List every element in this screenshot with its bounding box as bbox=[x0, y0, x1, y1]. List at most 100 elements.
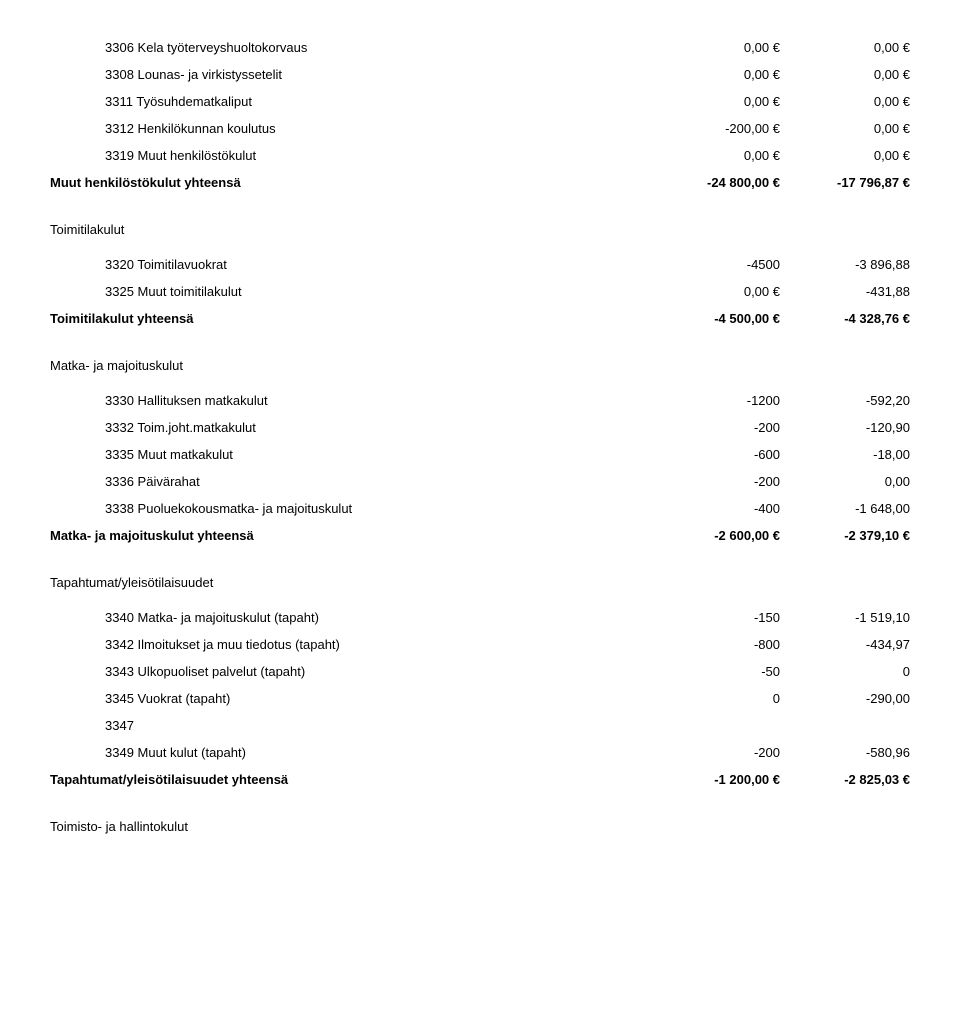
section-title-matka: Matka- ja majoituskulut bbox=[50, 358, 910, 373]
item-text: Työsuhdematkaliput bbox=[136, 94, 252, 109]
item-v2: -120,90 bbox=[780, 420, 910, 435]
item-v1: -800 bbox=[650, 637, 780, 652]
item-v1: 0 bbox=[650, 691, 780, 706]
item-v2: -580,96 bbox=[780, 745, 910, 760]
item-v2: 0,00 € bbox=[780, 148, 910, 163]
item-v1: -150 bbox=[650, 610, 780, 625]
item-code: 3312 bbox=[105, 121, 134, 136]
item-code: 3342 bbox=[105, 637, 134, 652]
total-label: Tapahtumat/yleisötilaisuudet yhteensä bbox=[50, 772, 650, 787]
line-item: 3349 Muut kulut (tapaht) -200 -580,96 bbox=[50, 745, 910, 760]
item-label: 3342 Ilmoitukset ja muu tiedotus (tapaht… bbox=[50, 637, 650, 652]
item-v2: 0 bbox=[780, 664, 910, 679]
item-label: 3320 Toimitilavuokrat bbox=[50, 257, 650, 272]
item-v2: -1 648,00 bbox=[780, 501, 910, 516]
section-title-toimisto: Toimisto- ja hallintokulut bbox=[50, 819, 910, 834]
item-code: 3325 bbox=[105, 284, 134, 299]
item-label: 3308 Lounas- ja virkistyssetelit bbox=[50, 67, 650, 82]
item-code: 3335 bbox=[105, 447, 134, 462]
line-item: 3320 Toimitilavuokrat -4500 -3 896,88 bbox=[50, 257, 910, 272]
item-code: 3319 bbox=[105, 148, 134, 163]
item-text: Toimitilavuokrat bbox=[137, 257, 227, 272]
item-code: 3347 bbox=[105, 718, 134, 733]
item-v2: -1 519,10 bbox=[780, 610, 910, 625]
item-text: Muut henkilöstökulut bbox=[138, 148, 257, 163]
total-label: Matka- ja majoituskulut yhteensä bbox=[50, 528, 650, 543]
line-item: 3336 Päivärahat -200 0,00 bbox=[50, 474, 910, 489]
total-v1: -2 600,00 € bbox=[650, 528, 780, 543]
item-label: 3306 Kela työterveyshuoltokorvaus bbox=[50, 40, 650, 55]
line-item: 3308 Lounas- ja virkistyssetelit 0,00 € … bbox=[50, 67, 910, 82]
item-code: 3343 bbox=[105, 664, 134, 679]
item-code: 3311 bbox=[105, 94, 133, 109]
line-item: 3312 Henkilökunnan koulutus -200,00 € 0,… bbox=[50, 121, 910, 136]
item-v1: -50 bbox=[650, 664, 780, 679]
item-label: 3312 Henkilökunnan koulutus bbox=[50, 121, 650, 136]
item-text: Hallituksen matkakulut bbox=[138, 393, 268, 408]
item-label: 3332 Toim.joht.matkakulut bbox=[50, 420, 650, 435]
item-text: Ilmoitukset ja muu tiedotus (tapaht) bbox=[138, 637, 340, 652]
line-item: 3338 Puoluekokousmatka- ja majoituskulut… bbox=[50, 501, 910, 516]
item-text: Päivärahat bbox=[138, 474, 200, 489]
item-v1: 0,00 € bbox=[650, 94, 780, 109]
item-label: 3338 Puoluekokousmatka- ja majoituskulut bbox=[50, 501, 650, 516]
item-text: Vuokrat (tapaht) bbox=[138, 691, 231, 706]
total-v2: -4 328,76 € bbox=[780, 311, 910, 326]
item-label: 3340 Matka- ja majoituskulut (tapaht) bbox=[50, 610, 650, 625]
item-code: 3336 bbox=[105, 474, 134, 489]
line-item: 3342 Ilmoitukset ja muu tiedotus (tapaht… bbox=[50, 637, 910, 652]
total-row: Matka- ja majoituskulut yhteensä -2 600,… bbox=[50, 528, 910, 543]
item-label: 3343 Ulkopuoliset palvelut (tapaht) bbox=[50, 664, 650, 679]
total-label: Toimitilakulut yhteensä bbox=[50, 311, 650, 326]
item-v2: -290,00 bbox=[780, 691, 910, 706]
item-text: Muut toimitilakulut bbox=[138, 284, 242, 299]
item-code: 3306 bbox=[105, 40, 134, 55]
section-title-tapahtumat: Tapahtumat/yleisötilaisuudet bbox=[50, 575, 910, 590]
item-v2: 0,00 € bbox=[780, 67, 910, 82]
item-code: 3330 bbox=[105, 393, 134, 408]
item-v2: 0,00 € bbox=[780, 94, 910, 109]
total-v2: -17 796,87 € bbox=[780, 175, 910, 190]
item-v1: -200 bbox=[650, 474, 780, 489]
line-item: 3325 Muut toimitilakulut 0,00 € -431,88 bbox=[50, 284, 910, 299]
item-code: 3308 bbox=[105, 67, 134, 82]
item-text: Muut kulut (tapaht) bbox=[138, 745, 246, 760]
item-text: Muut matkakulut bbox=[138, 447, 233, 462]
item-code: 3338 bbox=[105, 501, 134, 516]
item-code: 3349 bbox=[105, 745, 134, 760]
total-row: Tapahtumat/yleisötilaisuudet yhteensä -1… bbox=[50, 772, 910, 787]
item-label: 3345 Vuokrat (tapaht) bbox=[50, 691, 650, 706]
line-item: 3319 Muut henkilöstökulut 0,00 € 0,00 € bbox=[50, 148, 910, 163]
item-v1: -600 bbox=[650, 447, 780, 462]
total-v1: -4 500,00 € bbox=[650, 311, 780, 326]
item-v1: -200,00 € bbox=[650, 121, 780, 136]
item-v1: 0,00 € bbox=[650, 40, 780, 55]
item-text: Toim.joht.matkakulut bbox=[137, 420, 256, 435]
item-v2: -18,00 bbox=[780, 447, 910, 462]
item-label: 3311 Työsuhdematkaliput bbox=[50, 94, 650, 109]
item-code: 3332 bbox=[105, 420, 134, 435]
line-item: 3345 Vuokrat (tapaht) 0 -290,00 bbox=[50, 691, 910, 706]
total-row: Muut henkilöstökulut yhteensä -24 800,00… bbox=[50, 175, 910, 190]
line-item: 3332 Toim.joht.matkakulut -200 -120,90 bbox=[50, 420, 910, 435]
total-v2: -2 825,03 € bbox=[780, 772, 910, 787]
item-label: 3335 Muut matkakulut bbox=[50, 447, 650, 462]
item-v1: 0,00 € bbox=[650, 284, 780, 299]
item-v1: -200 bbox=[650, 745, 780, 760]
total-v1: -24 800,00 € bbox=[650, 175, 780, 190]
item-text: Ulkopuoliset palvelut (tapaht) bbox=[138, 664, 306, 679]
line-item: 3311 Työsuhdematkaliput 0,00 € 0,00 € bbox=[50, 94, 910, 109]
item-label: 3347 bbox=[50, 718, 650, 733]
line-item: 3330 Hallituksen matkakulut -1200 -592,2… bbox=[50, 393, 910, 408]
item-label: 3330 Hallituksen matkakulut bbox=[50, 393, 650, 408]
item-text: Matka- ja majoituskulut (tapaht) bbox=[138, 610, 319, 625]
line-item: 3343 Ulkopuoliset palvelut (tapaht) -50 … bbox=[50, 664, 910, 679]
item-label: 3349 Muut kulut (tapaht) bbox=[50, 745, 650, 760]
item-v1: 0,00 € bbox=[650, 148, 780, 163]
item-v2: -431,88 bbox=[780, 284, 910, 299]
item-text: Henkilökunnan koulutus bbox=[138, 121, 276, 136]
item-text: Lounas- ja virkistyssetelit bbox=[138, 67, 283, 82]
item-v1: -1200 bbox=[650, 393, 780, 408]
item-label: 3336 Päivärahat bbox=[50, 474, 650, 489]
item-code: 3345 bbox=[105, 691, 134, 706]
